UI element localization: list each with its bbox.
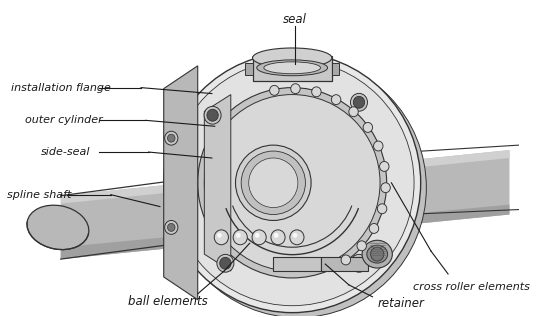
- Ellipse shape: [164, 53, 421, 313]
- Circle shape: [165, 131, 178, 145]
- Circle shape: [220, 257, 231, 269]
- Circle shape: [353, 257, 365, 269]
- Ellipse shape: [235, 145, 311, 220]
- Circle shape: [290, 230, 304, 245]
- Text: outer cylinder: outer cylinder: [25, 115, 103, 125]
- Circle shape: [353, 96, 365, 108]
- Circle shape: [252, 230, 266, 245]
- Circle shape: [233, 230, 247, 245]
- Text: side-seal: side-seal: [40, 147, 90, 157]
- Polygon shape: [60, 204, 509, 259]
- Text: seal: seal: [283, 13, 307, 26]
- Ellipse shape: [198, 87, 387, 278]
- Circle shape: [293, 233, 298, 238]
- Ellipse shape: [170, 60, 414, 306]
- Polygon shape: [60, 150, 509, 259]
- Ellipse shape: [27, 205, 89, 249]
- Circle shape: [269, 85, 279, 95]
- Circle shape: [274, 233, 279, 238]
- Polygon shape: [253, 56, 332, 81]
- Circle shape: [236, 233, 241, 238]
- Polygon shape: [332, 63, 340, 75]
- Circle shape: [380, 161, 389, 171]
- Circle shape: [370, 247, 384, 261]
- Polygon shape: [60, 150, 509, 204]
- Ellipse shape: [204, 94, 380, 271]
- Circle shape: [332, 95, 341, 105]
- Circle shape: [207, 109, 218, 121]
- Circle shape: [350, 94, 368, 111]
- Ellipse shape: [362, 240, 393, 268]
- Polygon shape: [321, 257, 368, 271]
- Circle shape: [217, 233, 222, 238]
- Text: cross roller elements: cross roller elements: [413, 282, 530, 292]
- Ellipse shape: [249, 158, 298, 208]
- Circle shape: [341, 255, 350, 265]
- Ellipse shape: [256, 60, 328, 76]
- Circle shape: [312, 87, 321, 97]
- Circle shape: [271, 230, 285, 245]
- Circle shape: [217, 254, 234, 272]
- Circle shape: [381, 183, 390, 193]
- Circle shape: [357, 241, 367, 251]
- Polygon shape: [164, 66, 198, 300]
- Circle shape: [349, 107, 358, 117]
- Ellipse shape: [241, 151, 306, 215]
- Polygon shape: [273, 257, 321, 271]
- Circle shape: [363, 122, 373, 133]
- Circle shape: [369, 223, 379, 233]
- Circle shape: [374, 141, 383, 151]
- Ellipse shape: [367, 245, 388, 263]
- Circle shape: [167, 223, 175, 231]
- Circle shape: [255, 233, 260, 238]
- Polygon shape: [204, 94, 231, 271]
- Circle shape: [167, 134, 175, 142]
- Polygon shape: [253, 69, 332, 81]
- Circle shape: [377, 204, 387, 214]
- Circle shape: [165, 220, 178, 234]
- Polygon shape: [245, 63, 253, 75]
- Circle shape: [291, 84, 300, 94]
- Circle shape: [350, 254, 368, 272]
- Text: installation flange: installation flange: [11, 83, 111, 93]
- Ellipse shape: [253, 48, 332, 68]
- Ellipse shape: [264, 62, 321, 74]
- Circle shape: [204, 106, 221, 124]
- Text: ball elements: ball elements: [127, 295, 207, 308]
- Circle shape: [214, 230, 228, 245]
- Text: spline shaft: spline shaft: [7, 190, 71, 200]
- Ellipse shape: [170, 58, 427, 317]
- Text: retainer: retainer: [377, 297, 424, 310]
